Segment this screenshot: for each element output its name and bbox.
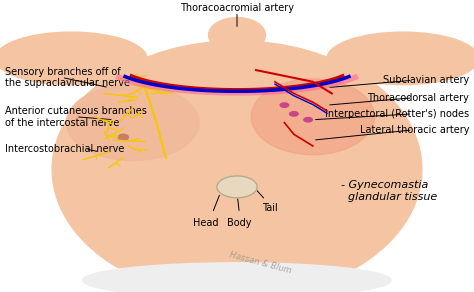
Text: Hassan & Blum: Hassan & Blum: [229, 250, 292, 275]
Text: Tail: Tail: [262, 203, 278, 213]
Ellipse shape: [118, 134, 128, 140]
Text: Lateral thoracic artery: Lateral thoracic artery: [360, 125, 469, 135]
Ellipse shape: [66, 85, 199, 161]
Ellipse shape: [52, 41, 422, 292]
Text: Thoracodorsal artery: Thoracodorsal artery: [367, 93, 469, 103]
Text: - Gynecomastia
  glandular tissue: - Gynecomastia glandular tissue: [341, 180, 438, 202]
Text: Sensory branches off of
the supraclavicular nerve: Sensory branches off of the supraclavicu…: [5, 67, 130, 88]
Text: Anterior cutaneous branches
of the intercostal nerve: Anterior cutaneous branches of the inter…: [5, 106, 146, 128]
Text: Subclavian artery: Subclavian artery: [383, 75, 469, 85]
Ellipse shape: [290, 112, 298, 116]
Ellipse shape: [0, 32, 147, 85]
Ellipse shape: [217, 176, 257, 198]
Text: Thoracoacromial artery: Thoracoacromial artery: [180, 3, 294, 13]
Text: Body: Body: [227, 218, 252, 227]
Ellipse shape: [304, 118, 312, 122]
Ellipse shape: [327, 32, 474, 85]
Ellipse shape: [209, 18, 265, 53]
Text: Intercostobrachial nerve: Intercostobrachial nerve: [5, 144, 124, 154]
Ellipse shape: [251, 79, 374, 155]
Ellipse shape: [83, 263, 391, 292]
Ellipse shape: [280, 103, 289, 107]
Text: Interpectoral (Rotter's) nodes: Interpectoral (Rotter's) nodes: [325, 109, 469, 119]
Text: Head: Head: [193, 218, 219, 227]
